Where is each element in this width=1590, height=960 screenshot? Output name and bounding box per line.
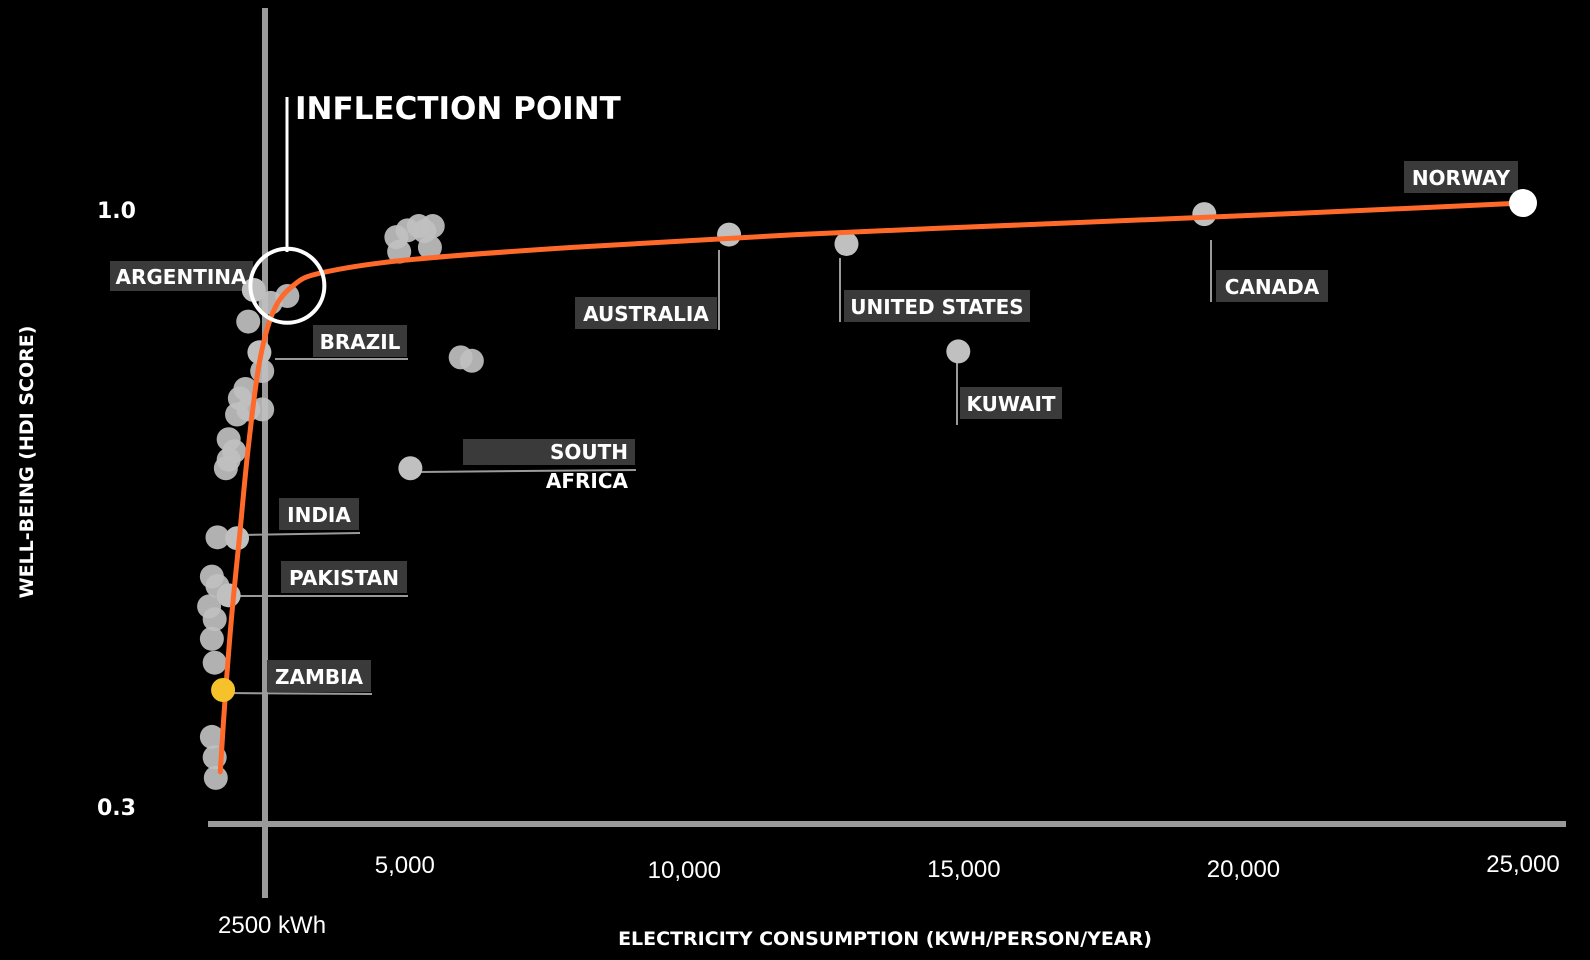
point-south-africa	[398, 456, 423, 481]
data-point-8	[459, 348, 484, 373]
y-tick-1.0: 1.0	[97, 199, 136, 224]
label-south-africa: SOUTH AFRICA	[546, 440, 629, 493]
leader-india	[242, 532, 361, 536]
leader-south-africa	[419, 469, 637, 473]
data-point-6	[417, 235, 442, 260]
data-point-28	[202, 650, 227, 675]
trend-curve	[217, 200, 1526, 775]
x-tick-5000: 5,000	[375, 852, 435, 879]
data-point-4	[420, 214, 445, 239]
label-leaders	[225, 240, 1212, 695]
point-norway	[1509, 189, 1537, 218]
x-tick-labels: 5,000 10,000 15,000 20,000 25,000	[375, 851, 1560, 884]
point-united-states	[834, 231, 859, 256]
label-argentina: ARGENTINA	[116, 265, 248, 289]
label-box-zambia	[267, 660, 371, 692]
label-box-australia	[575, 297, 717, 329]
label-united-states: UNITED STATES	[850, 295, 1023, 319]
x-tick-15000: 15,000	[927, 856, 1000, 883]
data-point-27	[199, 626, 224, 651]
label-box-india	[279, 498, 359, 530]
label-box-kuwait	[960, 387, 1062, 419]
x-axis-title: ELECTRICITY CONSUMPTION (KWH/PERSON/YEAR…	[618, 928, 1152, 950]
label-zambia: ZAMBIA	[275, 665, 364, 689]
label-box-united-states	[844, 290, 1030, 322]
label-pakistan: PAKISTAN	[289, 566, 399, 590]
x-tick-20000: 20,000	[1207, 856, 1280, 883]
point-canada	[1192, 202, 1217, 227]
data-point-29	[199, 724, 224, 749]
label-box-south-africa	[463, 439, 635, 465]
x-tick-10000: 10,000	[648, 857, 721, 884]
reference-line-label: 2500 kWh	[218, 912, 326, 939]
data-point-26	[202, 607, 227, 632]
label-box-pakistan	[281, 561, 407, 593]
label-kuwait: KUWAIT	[966, 392, 1055, 416]
y-tick-0.3: 0.3	[97, 796, 136, 821]
y-axis-title: WELL-BEING (HDI SCORE)	[16, 326, 38, 599]
x-tick-25000: 25,000	[1486, 851, 1559, 878]
label-box-canada	[1216, 270, 1328, 302]
leader-zambia	[225, 692, 373, 695]
point-argentina	[241, 278, 266, 303]
data-point-17	[250, 397, 275, 422]
data-point-21	[216, 447, 241, 472]
y-tick-labels: 1.0 0.3	[97, 199, 136, 821]
label-india: INDIA	[287, 503, 351, 527]
point-pakistan	[216, 583, 241, 608]
country-labels: NORWAY CANADA UNITED STATES AUSTRALIA KUWAIT…	[116, 166, 1511, 689]
data-point-10	[275, 283, 300, 308]
label-box-brazil	[313, 325, 407, 357]
inflection-label: INFLECTION POINT	[295, 91, 621, 127]
label-canada: CANADA	[1225, 275, 1320, 299]
point-australia	[717, 222, 742, 247]
data-point-31	[203, 765, 228, 790]
label-box-argentina	[110, 261, 253, 291]
data-point-22	[205, 525, 230, 550]
label-brazil: BRAZIL	[320, 330, 401, 354]
point-kuwait	[946, 339, 971, 364]
label-box-norway	[1404, 161, 1518, 193]
labeled-points	[211, 189, 1537, 703]
data-point-11	[236, 309, 261, 334]
country-label-boxes	[110, 161, 1518, 692]
label-norway: NORWAY	[1412, 166, 1511, 190]
label-australia: AUSTRALIA	[583, 302, 709, 326]
point-zambia	[211, 678, 236, 703]
